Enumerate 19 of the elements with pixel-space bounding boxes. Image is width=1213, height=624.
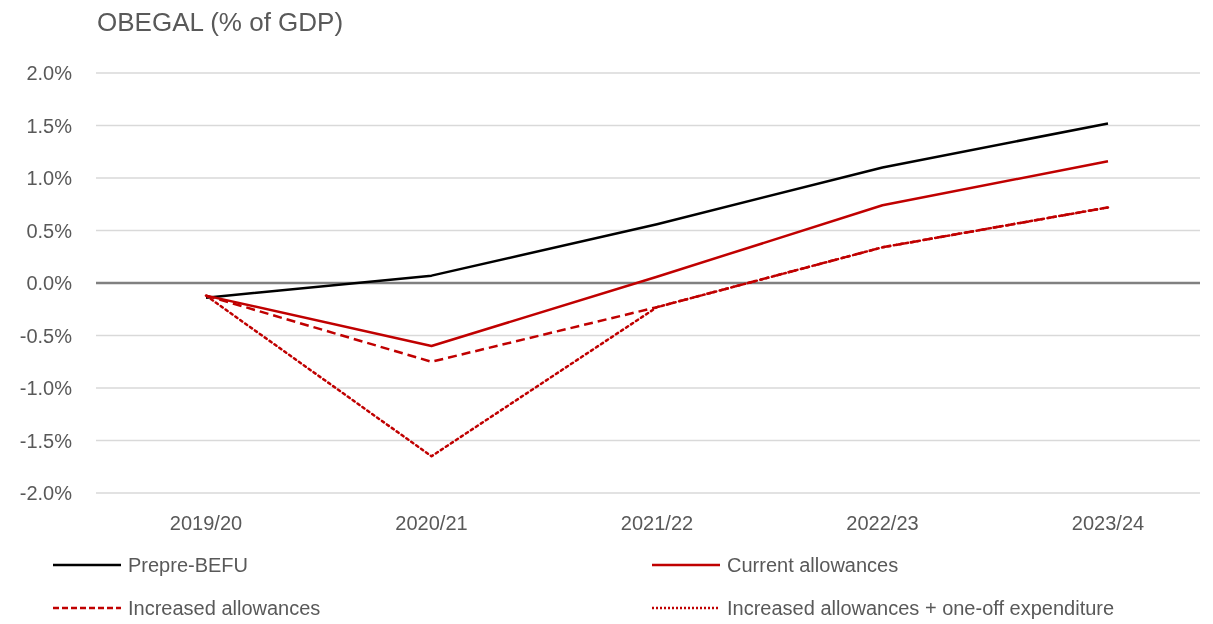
y-tick-label: -0.5% — [19, 324, 73, 347]
y-tick-label: 2.0% — [26, 62, 73, 84]
x-tick-label: 2019/20 — [169, 512, 243, 534]
x-tick-label: 2022/23 — [846, 512, 919, 534]
x-tick-label: 2021/22 — [620, 512, 694, 534]
y-tick-label: 0.5% — [26, 219, 73, 242]
y-tick-label: 0.0% — [26, 272, 73, 294]
legend-label: Increased allowances — [128, 597, 321, 619]
legend-label: Increased allowances + one-off expenditure — [727, 597, 1115, 619]
y-tick-label: -1.5% — [19, 429, 73, 452]
legend-label: Current allowances — [727, 554, 899, 576]
y-tick-label: 1.0% — [26, 167, 73, 189]
y-tick-label: -2.0% — [19, 482, 73, 504]
y-tick-label: -1.0% — [19, 377, 73, 399]
x-tick-label: 2020/21 — [395, 512, 468, 534]
chart-title: OBEGAL (% of GDP) — [97, 7, 344, 37]
x-tick-label: 2023/24 — [1071, 512, 1145, 534]
y-tick-label: 1.5% — [26, 114, 73, 137]
legend-label: Prepre-BEFU — [128, 554, 249, 576]
